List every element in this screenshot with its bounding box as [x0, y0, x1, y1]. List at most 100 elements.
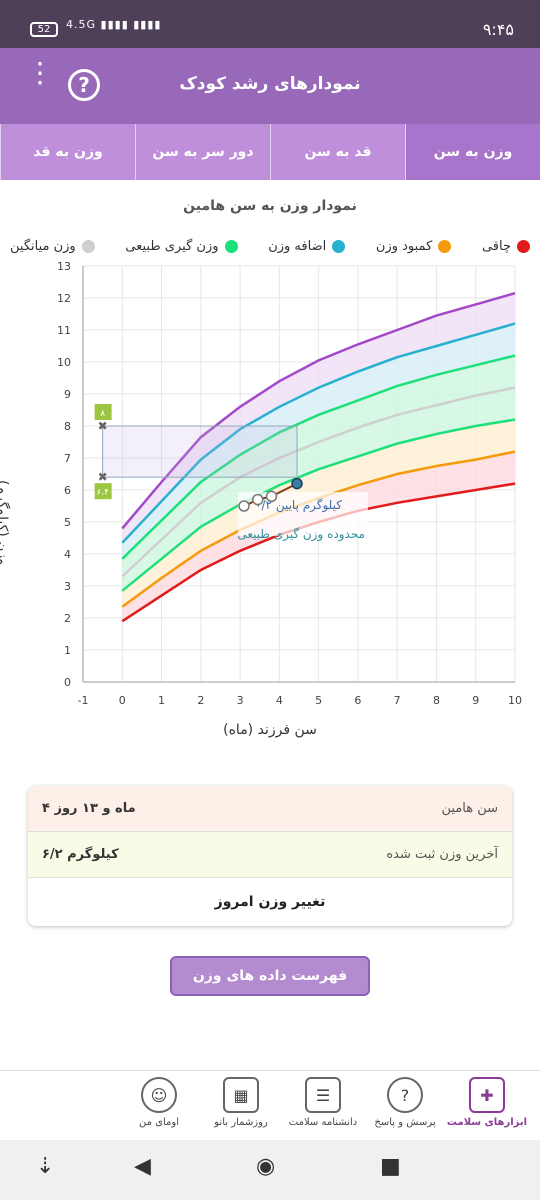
legend-dot-icon — [81, 239, 95, 253]
age-label: سن هامین — [441, 801, 498, 816]
legend-label: اضافه وزن — [268, 238, 327, 254]
child-weight-point — [265, 490, 278, 503]
newspaper-icon: ☰ — [305, 1077, 341, 1113]
zone-band — [122, 451, 515, 622]
zone-band — [122, 323, 515, 559]
weight-list-button[interactable]: فهرست داده های وزن هامین — [170, 956, 370, 1020]
marker-cross-icon: ✖ — [98, 419, 108, 433]
zone-band — [122, 355, 515, 591]
weight-label: آخرین وزن ثبت شده — [386, 847, 498, 862]
nav-label: پرسش و پاسخ — [374, 1117, 436, 1128]
system-nav-bar: ⇣ ◀ ◉ ■ — [0, 1140, 540, 1200]
app-bar: ⋮ ? نمودارهای رشد کودک — [0, 48, 540, 124]
network-type: 4.5G — [66, 18, 97, 31]
y-tick-label: 10 — [57, 356, 71, 369]
legend-label: وزن گیری طبیعی — [125, 238, 219, 254]
marker-badge — [94, 483, 112, 500]
battery-icon: 52 — [30, 22, 58, 37]
y-tick-label: 7 — [64, 452, 71, 465]
legend-label: چاقی — [481, 238, 511, 254]
page-title: نمودارهای رشد کودک — [179, 74, 361, 94]
profile-icon: ☺ — [141, 1077, 177, 1113]
child-weight-point — [291, 477, 303, 490]
nav-profile[interactable]: ☺ اومای من — [118, 1071, 200, 1140]
nav-encyclopedia[interactable]: ☰ دانشنامه سلامت — [282, 1071, 364, 1140]
x-tick-label: 2 — [197, 694, 204, 707]
y-tick-label: 13 — [57, 260, 71, 273]
legend-dot-icon — [224, 239, 238, 253]
back-icon[interactable]: ◀ — [134, 1154, 151, 1179]
nav-label: روزشمار بانو — [214, 1117, 268, 1128]
percentile-curve — [121, 418, 516, 592]
legend-item: چاقی — [482, 236, 530, 256]
zone-band — [122, 293, 515, 543]
bottom-nav: ✚ ابزارهای سلامت ? پرسش و پاسخ ☰ دانشنام… — [0, 1070, 540, 1140]
percentile-curve — [121, 354, 516, 560]
tab-weight-for-height[interactable]: وزن به قد — [0, 124, 135, 180]
x-tick-label: 0 — [119, 694, 126, 707]
nav-label: اومای من — [139, 1117, 179, 1128]
child-weight-point — [252, 493, 264, 506]
y-axis-label: وزن (کیلوگرم) — [0, 480, 10, 565]
x-tick-label: 4 — [276, 694, 283, 707]
home-icon[interactable]: ◉ — [256, 1154, 276, 1179]
medical-kit-icon: ✚ — [469, 1077, 505, 1113]
nav-calendar[interactable]: ▦ روزشمار بانو — [200, 1071, 282, 1140]
nav-label: دانشنامه سلامت — [288, 1117, 358, 1128]
y-tick-label: 9 — [64, 388, 71, 401]
growth-chart: -1 0 1 2 3 4 5 6 7 8 9 10012345678910111213✖۸✖۶،۴۰/… — [57, 260, 522, 707]
tab-bar: وزن به سن قد به سن دور سر به سن وزن به ق… — [0, 124, 540, 180]
x-tick-label: 7 — [394, 694, 401, 707]
y-tick-label: 2 — [64, 612, 71, 625]
marker-badge — [94, 404, 112, 420]
weight-value: ۶/۲ کیلوگرم — [42, 847, 119, 862]
legend-item: وزن میانگین — [10, 236, 95, 256]
marker-label: ۶،۴ — [96, 488, 109, 498]
marker-cross-icon: ✖ — [98, 470, 108, 484]
y-tick-label: 12 — [57, 292, 71, 305]
percentile-curve — [121, 291, 516, 530]
y-tick-label: 5 — [64, 516, 71, 529]
x-tick-label: 5 — [315, 694, 322, 707]
age-value: ۴ ماه و ۱۳ روز — [42, 801, 136, 816]
nav-qa[interactable]: ? پرسش و پاسخ — [364, 1071, 446, 1140]
y-tick-label: 6 — [64, 484, 71, 497]
weight-row: آخرین وزن ثبت شده ۶/۲ کیلوگرم — [28, 832, 512, 878]
y-tick-label: 4 — [64, 548, 71, 561]
deficit-annotation: ۰/۲ کیلوگرم پایین — [255, 498, 342, 513]
child-weight-point — [238, 500, 250, 512]
tab-height-for-age[interactable]: قد به سن — [270, 124, 405, 180]
reference-range-box — [102, 425, 298, 478]
clock: ۹:۴۵ — [482, 20, 514, 39]
y-tick-label: 0 — [64, 676, 71, 689]
recents-icon[interactable]: ■ — [380, 1154, 401, 1179]
chart-legend: چاقی کمبود وزن اضافه وزن وزن گیری طبیعی وزن … — [10, 236, 530, 256]
x-tick-label: 1 — [158, 694, 165, 707]
legend-label: وزن میانگین — [10, 238, 76, 254]
tab-weight-for-age[interactable]: وزن به سن — [405, 124, 540, 180]
y-tick-label: 3 — [64, 580, 71, 593]
y-tick-label: 8 — [64, 420, 71, 433]
x-axis-label: سن فرزند (ماه) — [223, 722, 317, 738]
y-tick-label: 11 — [57, 324, 71, 337]
y-tick-label: 1 — [64, 644, 71, 657]
nav-health-tools[interactable]: ✚ ابزارهای سلامت — [446, 1071, 528, 1140]
x-tick-label: 8 — [433, 694, 440, 707]
marker-label: ۸ — [100, 409, 105, 419]
legend-label: کمبود وزن — [375, 238, 433, 254]
notification-pull-icon[interactable]: ⇣ — [36, 1154, 55, 1179]
calendar-icon: ▦ — [223, 1077, 259, 1113]
change-weight-button[interactable]: تغییر وزن امروز — [214, 894, 326, 910]
percentile-curve — [121, 386, 516, 578]
legend-item: کمبود وزن — [375, 236, 452, 256]
legend-item: وزن گیری طبیعی — [125, 236, 238, 256]
legend-dot-icon — [438, 239, 452, 253]
legend-item: اضافه وزن — [268, 236, 346, 256]
x-tick-label: 9 — [472, 694, 479, 707]
help-circle-icon[interactable]: ? — [68, 69, 100, 101]
chart-title: نمودار وزن به سن هامین — [183, 198, 357, 214]
zone-band — [122, 419, 515, 607]
x-tick-label: 6 — [354, 694, 361, 707]
x-tick-label: 10 — [508, 694, 522, 707]
tab-head-for-age[interactable]: دور سر به سن — [135, 124, 270, 180]
